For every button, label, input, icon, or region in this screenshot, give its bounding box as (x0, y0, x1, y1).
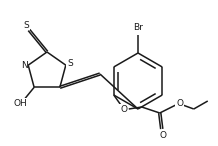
Text: OH: OH (13, 99, 27, 108)
Text: S: S (67, 59, 73, 68)
Text: O: O (120, 105, 127, 113)
Text: N: N (21, 61, 28, 70)
Text: O: O (176, 100, 183, 108)
Text: Br: Br (133, 22, 143, 32)
Text: S: S (23, 20, 29, 29)
Text: O: O (159, 132, 166, 140)
